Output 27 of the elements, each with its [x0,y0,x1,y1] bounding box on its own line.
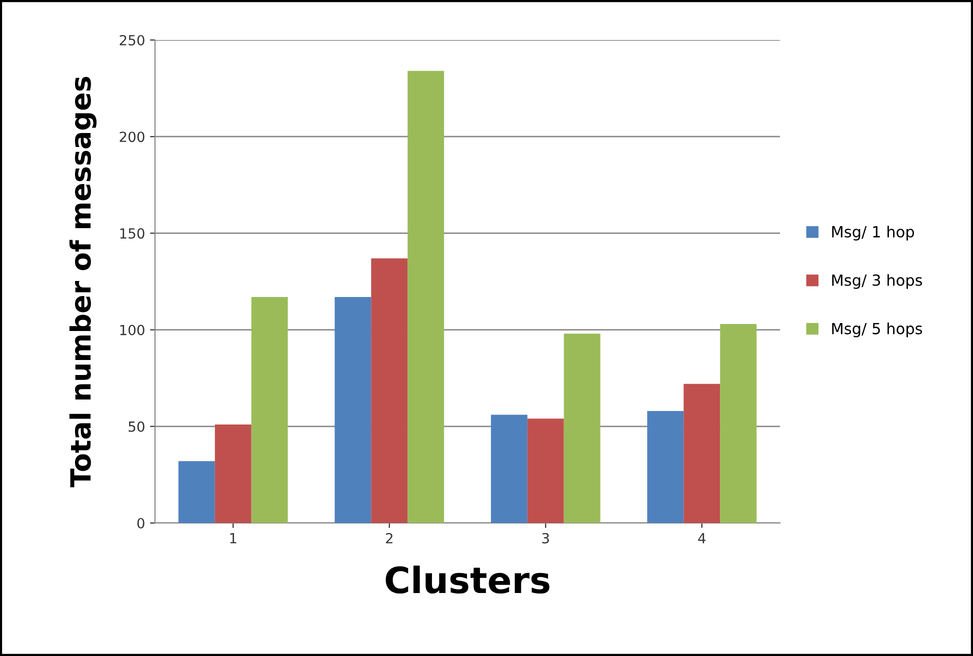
y-tick-label: 50 [128,421,144,432]
x-tick-label: 1 [230,533,236,544]
x-axis-title: Clusters [386,566,550,594]
bar [527,418,564,523]
bar [647,410,684,523]
bar [334,296,372,523]
y-tick-label: 100 [120,324,144,336]
bar [214,424,252,523]
y-tick-label: 200 [120,132,144,142]
y-tick-label: 250 [120,34,144,46]
y-tick-label: 0 [137,518,144,528]
bar [684,384,720,523]
x-tick-label: 3 [542,532,549,544]
bar [178,461,215,523]
legend-label: Msg/ 5 hops [832,322,922,338]
y-tick-label: 150 [120,228,144,239]
x-tick-label: 2 [386,532,392,544]
x-tick-label: 4 [698,533,706,544]
bar [371,258,408,523]
y-axis-title: Total number of messages [69,76,97,488]
bar [408,70,444,523]
bar [251,296,288,523]
bar [564,334,600,523]
bar [490,414,528,523]
legend-label: Msg/ 1 hop [832,226,914,240]
bar [720,324,757,523]
legend-label: Msg/ 3 hops [832,274,922,289]
